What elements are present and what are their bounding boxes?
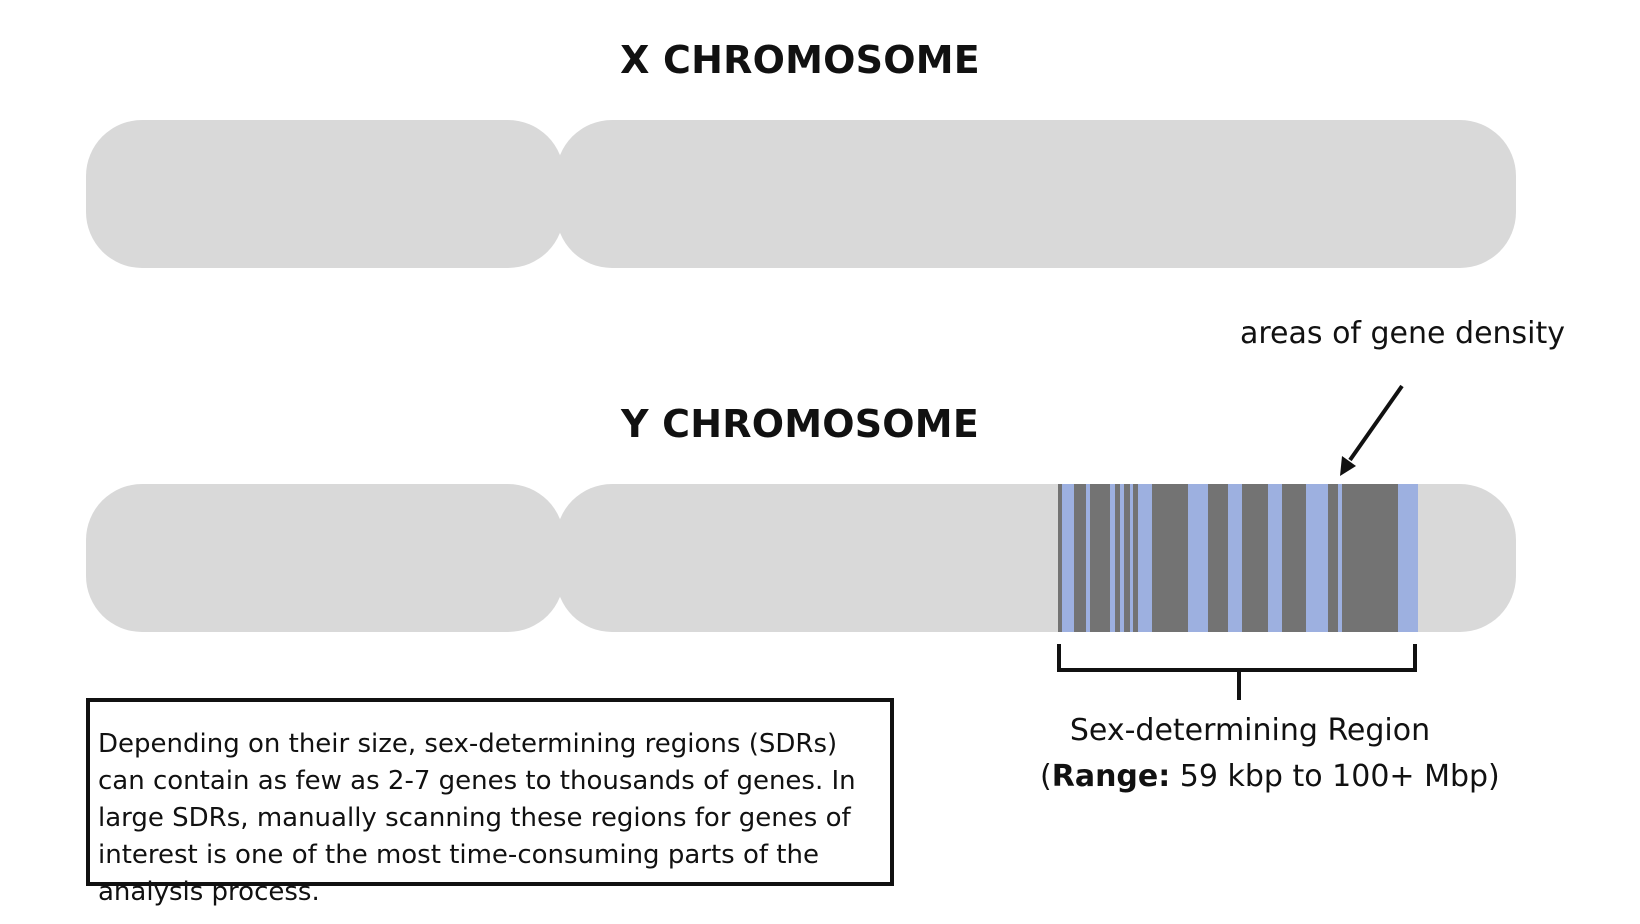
y-chromosome-short-arm	[86, 484, 564, 632]
sdr-bracket	[1057, 644, 1417, 700]
gene-stripe	[1110, 484, 1115, 632]
sdr-label: Sex-determining Region (Range: 59 kbp to…	[1040, 708, 1500, 800]
gene-density-stripes	[1062, 484, 1418, 632]
sdr-name: Sex-determining Region	[1069, 713, 1431, 748]
gene-stripe	[1268, 484, 1282, 632]
gene-stripe	[1398, 484, 1418, 632]
y-chromosome-title: Y CHROMOSOME	[621, 402, 979, 446]
gene-stripe	[1086, 484, 1090, 632]
gene-stripe	[1338, 484, 1342, 632]
x-chromosome-long-arm	[556, 120, 1516, 268]
sdr-range: (Range: 59 kbp to 100+ Mbp)	[1040, 759, 1500, 794]
gene-stripe	[1130, 484, 1133, 632]
x-chromosome	[86, 120, 1516, 268]
info-text: Depending on their size, sex-determining…	[98, 729, 856, 907]
gene-stripe	[1120, 484, 1124, 632]
gene-stripe	[1188, 484, 1208, 632]
gene-density-arrow	[1340, 384, 1404, 476]
x-chromosome-short-arm	[86, 120, 564, 268]
info-box: Depending on their size, sex-determining…	[86, 698, 894, 907]
gene-stripe	[1062, 484, 1074, 632]
y-chromosome	[86, 484, 1516, 632]
x-chromosome-title: X CHROMOSOME	[620, 38, 980, 82]
gene-stripe	[1306, 484, 1328, 632]
gene-stripe	[1138, 484, 1152, 632]
sdr-range-value: 59 kbp to 100+ Mbp)	[1170, 759, 1500, 794]
gene-density-label: areas of gene density	[1240, 316, 1566, 351]
gene-stripe	[1228, 484, 1242, 632]
sdr-range-label: Range:	[1051, 759, 1171, 794]
